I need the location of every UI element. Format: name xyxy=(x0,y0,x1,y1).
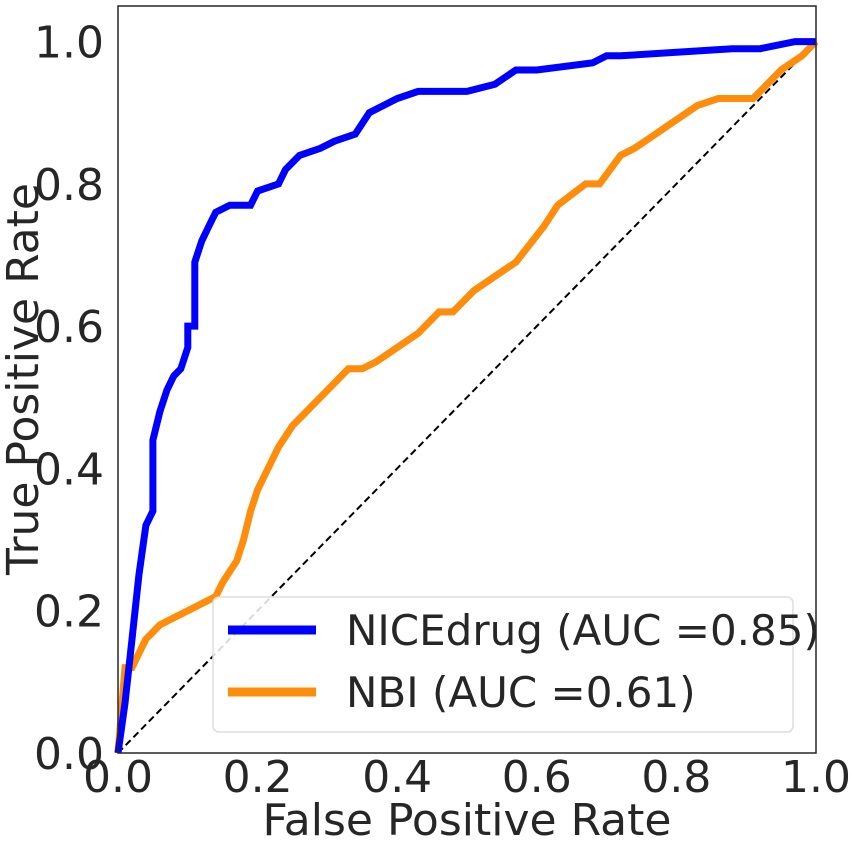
y-tick-labels: 0.0 0.2 0.4 0.6 0.8 1.0 xyxy=(34,18,104,780)
x-tick-labels: 0.0 0.2 0.4 0.6 0.8 1.0 xyxy=(83,752,850,803)
plot-frame xyxy=(117,5,817,754)
x-tick-label: 0.4 xyxy=(362,752,432,803)
nbi-curve xyxy=(114,39,819,754)
y-tick-label: 0.6 xyxy=(34,302,104,353)
x-axis-label: False Positive Rate xyxy=(263,795,672,846)
y-tick-label: 0.0 xyxy=(34,729,104,780)
legend-label-nbi: NBI (AUC =0.61) xyxy=(346,668,696,717)
y-tick-label: 1.0 xyxy=(34,18,104,69)
x-tick-label: 0.0 xyxy=(83,752,153,803)
y-tick-label: 0.8 xyxy=(34,160,104,211)
legend-box xyxy=(212,596,794,733)
x-tick-label: 0.8 xyxy=(641,752,711,803)
y-tick-label: 0.2 xyxy=(34,587,104,638)
y-axis-label: True Positive Rate xyxy=(0,183,49,576)
legend-label-nicedrug: NICEdrug (AUC =0.85) xyxy=(346,606,820,655)
y-tick-label: 0.4 xyxy=(34,444,104,495)
x-tick-label: 0.6 xyxy=(502,752,572,803)
x-tick-label: 0.2 xyxy=(223,752,293,803)
legend: NICEdrug (AUC =0.85) NBI (AUC =0.61) xyxy=(212,596,820,733)
nicedrug-curve xyxy=(114,38,816,754)
x-tick-label: 1.0 xyxy=(781,752,850,803)
